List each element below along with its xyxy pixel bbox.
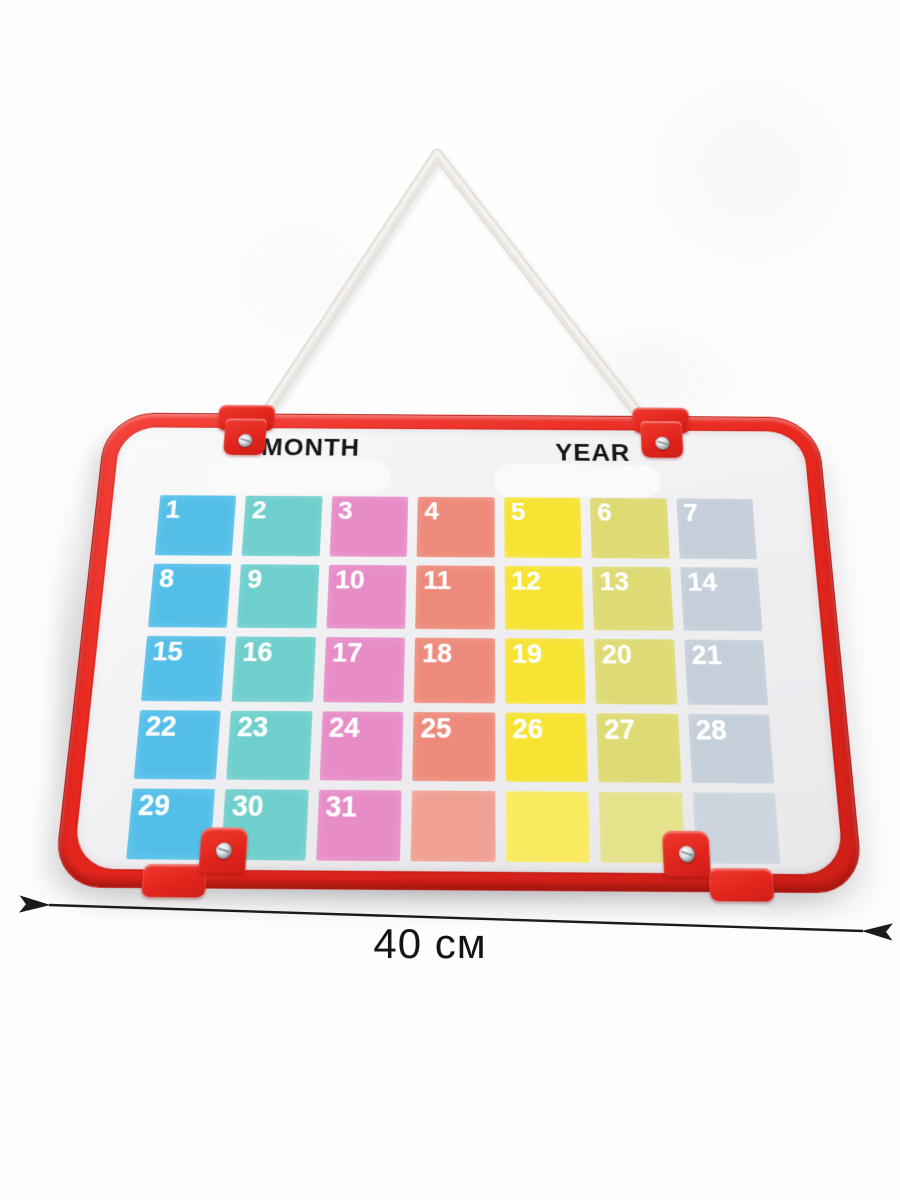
calendar-cell: 1 [154,495,237,557]
calendar-cell: 12 [504,566,584,630]
calendar-cell: 8 [147,563,232,628]
calendar-cell: 27 [596,713,682,783]
calendar-cell: 3 [329,496,409,558]
screw-top-right [655,436,670,450]
cell-number: 12 [511,567,542,596]
calendar-cell: 22 [133,710,222,780]
calendar-cell: 28 [687,714,775,784]
calendar-cell: 25 [412,712,496,782]
cell-number: 6 [596,498,613,527]
calendar-cell: 9 [237,564,320,629]
cell-number: 30 [231,789,265,822]
cell-number: 7 [682,499,699,527]
cell-number [692,792,775,795]
calendar-cell: 24 [319,711,404,781]
calendar-cell: 17 [322,636,406,704]
calendar-cell: 7 [675,498,758,560]
cell-number: 16 [241,637,274,667]
cell-number: 18 [421,638,453,669]
calendar-cell: 11 [415,565,495,630]
cell-number [599,791,682,794]
background-smudge [600,30,900,310]
cell-number [412,790,495,793]
cell-number [506,791,589,794]
calendar-cell: 23 [226,710,313,780]
cell-number: 27 [603,714,636,746]
month-write-area [205,460,389,493]
cell-number: 14 [686,568,719,597]
mount-clip-bottom-left [140,863,208,898]
background-smudge [170,170,430,390]
mount-clip-bottom-right [708,867,775,902]
cell-number: 5 [510,498,526,526]
cell-number: 29 [137,789,172,822]
cell-number: 9 [246,565,263,594]
calendar-cell: 13 [592,566,674,631]
cell-number: 26 [512,713,544,745]
calendar-cell: 2 [242,495,323,557]
cell-number: 10 [334,566,366,595]
cell-number: 24 [328,712,361,744]
cell-number: 11 [423,566,452,596]
year-write-area [494,465,660,497]
calendar-cell: 21 [683,639,769,706]
year-label: YEAR [555,439,631,467]
calendar-cell: 6 [589,497,670,560]
calendar-cell: 15 [140,635,227,702]
calendar-cell: 31 [315,789,402,862]
cell-number: 8 [158,564,176,594]
cell-number: 22 [144,711,178,743]
cell-number: 13 [598,567,630,597]
cell-number: 17 [331,637,363,668]
month-label: MONTH [260,434,361,461]
calendar-cell [505,790,591,863]
cell-number: 20 [601,639,633,670]
cell-number: 31 [324,790,358,823]
cell-number: 19 [511,639,543,669]
cell-number: 28 [694,715,728,746]
calendar-cell: 16 [231,636,316,703]
calendar-cell: 5 [503,497,583,559]
calendar-board: MONTH YEAR 1 2 3 4 5 6 7 [52,404,865,902]
calendar-cell: 18 [413,637,495,704]
date-grid: 1 2 3 4 5 6 7 8 9 10 [126,495,781,865]
cell-number: 3 [337,497,354,525]
screw-bottom-right [678,845,696,863]
calendar-cell: 14 [679,567,763,632]
dimension-label: 40 см [373,920,487,967]
cell-number: 2 [251,496,268,524]
cell-number: 4 [424,497,440,525]
calendar-cell [410,790,496,862]
cell-number: 21 [690,640,723,670]
cell-number: 15 [151,636,185,667]
cell-number: 23 [236,711,270,743]
calendar-cell: 26 [505,712,589,782]
cell-number: 25 [420,713,452,745]
calendar-cell: 10 [326,565,407,629]
calendar-cell: 19 [504,638,586,705]
calendar-cell: 4 [416,496,495,558]
cell-number: 1 [164,496,182,524]
calendar-cell: 20 [594,638,678,705]
